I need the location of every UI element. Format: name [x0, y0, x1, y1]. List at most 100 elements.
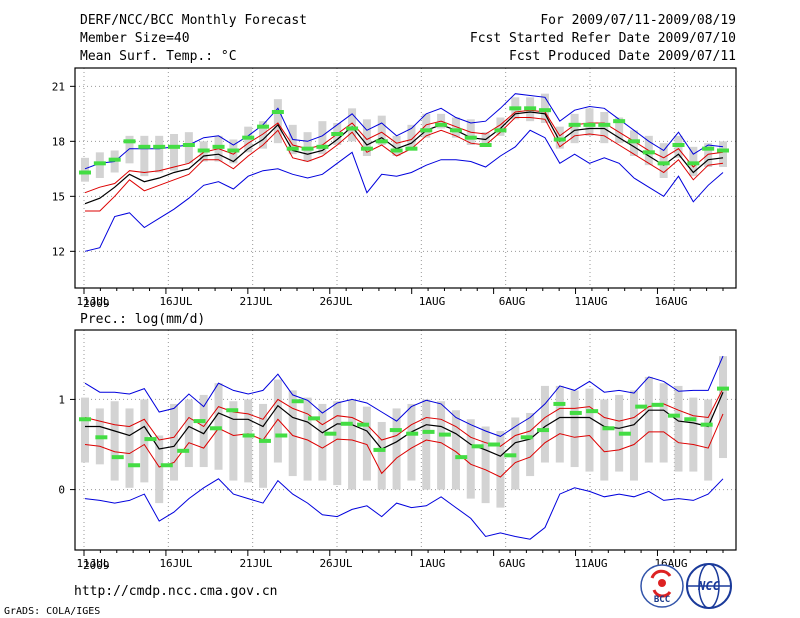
precipitation-x-tick-label: 16JUL: [159, 557, 192, 570]
temperature-observed-mark: [79, 170, 91, 175]
temperature-observed-mark: [182, 143, 195, 147]
precipitation-observed-mark: [389, 428, 402, 433]
temperature-x-tick-label: 16JUL: [159, 295, 192, 308]
precipitation-y-tick-label: 1: [58, 393, 65, 406]
temperature-x-tick-label: 11AUG: [574, 295, 607, 308]
precipitation-observed-mark: [373, 447, 386, 452]
temperature-spread-box: [704, 143, 713, 167]
precipitation-spread-box: [540, 385, 549, 463]
precipitation-x-tick-label: 1AUG: [419, 557, 446, 570]
temperature-line-mean: [84, 111, 724, 205]
precipitation-spread-box: [451, 410, 460, 490]
temperature-observed-mark: [538, 108, 551, 113]
precipitation-spread-box: [644, 376, 653, 463]
precipitation-observed-mark: [471, 444, 484, 449]
precipitation-line-upper-spread: [84, 388, 724, 447]
precipitation-observed-mark: [111, 455, 124, 460]
temperature-observed-mark: [524, 106, 537, 111]
temperature-observed-mark: [479, 143, 492, 147]
precipitation-observed-mark: [553, 401, 566, 406]
temperature-y-tick-label: 21: [52, 80, 65, 93]
precipitation-observed-mark: [602, 426, 615, 431]
temperature-observed-mark: [93, 161, 106, 166]
temperature-observed-mark: [494, 128, 507, 133]
precipitation-observed-mark: [586, 409, 599, 414]
temperature-observed-mark: [598, 122, 611, 127]
temperature-x-tick-label: 6AUG: [499, 295, 526, 308]
precipitation-observed-mark: [226, 408, 239, 413]
temperature-observed-mark: [464, 135, 477, 140]
temperature-spread-box: [273, 99, 282, 144]
precipitation-spread-box: [704, 399, 713, 481]
precipitation-spread-box: [125, 408, 134, 488]
temperature-observed-mark: [197, 148, 210, 153]
precipitation-observed-mark: [177, 448, 190, 453]
precipitation-observed-mark: [242, 433, 255, 438]
temperature-y-tick-label: 12: [52, 245, 65, 258]
precipitation-observed-mark: [275, 433, 288, 438]
precipitation-observed-mark: [144, 437, 157, 442]
temperature-spread-box: [140, 135, 149, 177]
temperature-spread-box: [615, 117, 624, 144]
precipitation-spread-box: [496, 430, 505, 508]
temperature-observed-mark: [227, 148, 240, 153]
precipitation-y-tick-label: 0: [58, 484, 65, 497]
temperature-observed-mark: [153, 144, 166, 149]
temperature-x-tick-label: 16AUG: [654, 295, 687, 308]
temperature-observed-mark: [257, 124, 270, 129]
temperature-observed-mark: [242, 135, 255, 140]
temperature-observed-mark: [346, 126, 359, 131]
temperature-observed-mark: [138, 144, 151, 149]
precipitation-observed-mark: [651, 402, 664, 407]
temperature-observed-mark: [123, 139, 136, 144]
precipitation-spread-box: [184, 399, 193, 468]
temperature-line-lower-spread: [85, 117, 724, 212]
temperature-x-tick-label: 1AUG: [419, 295, 446, 308]
precipitation-observed-mark: [635, 404, 648, 409]
temperature-spread-box: [377, 115, 386, 145]
precipitation-observed-mark: [422, 429, 435, 434]
precipitation-spread-box: [422, 399, 431, 490]
precipitation-spread-box: [674, 385, 683, 472]
precipitation-line-mean: [85, 391, 724, 457]
temperature-observed-mark: [702, 146, 715, 151]
precipitation-line-lower-spread: [84, 413, 724, 478]
precipitation-spread-box: [377, 421, 386, 490]
precipitation-x-tick-label: 6AUG: [499, 557, 526, 570]
precipitation-observed-mark: [95, 435, 108, 440]
temperature-observed-mark: [687, 161, 700, 166]
precipitation-spread-box: [199, 394, 208, 468]
precipitation-spread-box: [392, 408, 401, 490]
source-url: http://cmdp.ncc.cma.gov.cn: [74, 584, 278, 599]
precipitation-title: Prec.: log(mm/d): [80, 312, 205, 327]
precipitation-observed-mark: [504, 453, 517, 458]
temperature-observed-mark: [420, 128, 433, 133]
temperature-observed-mark: [212, 144, 225, 149]
precipitation-spread-box: [600, 399, 609, 481]
precipitation-spread-box: [629, 390, 638, 481]
precipitation-observed-mark: [618, 431, 631, 436]
precipitation-spread-box: [585, 388, 594, 472]
temperature-year-label: 2009: [83, 297, 110, 310]
precipitation-spread-box: [318, 403, 327, 481]
precipitation-observed-mark: [209, 426, 222, 431]
precipitation-x-tick-label: 21JUL: [239, 557, 272, 570]
temperature-spread-box: [407, 124, 416, 149]
precipitation-year-label: 2009: [83, 559, 110, 572]
precipitation-observed-mark: [717, 386, 729, 391]
temperature-spread-box: [318, 121, 327, 155]
temperature-x-tick-label: 21JUL: [239, 295, 272, 308]
temperature-observed-mark: [568, 122, 581, 127]
forecast-produced-date: Fcst Produced Date 2009/07/11: [509, 49, 736, 64]
precipitation-spread-box: [481, 426, 490, 504]
temperature-observed-mark: [405, 146, 418, 151]
temperature-panel: 12 15 18 21 11JUL 16JUL 21JUL 26JUL 1AUG 6AUG 11AU…: [52, 67, 737, 308]
precipitation-spread-box: [526, 412, 535, 477]
temperature-y-tick-label: 15: [52, 190, 65, 203]
forecast-started-date: Fcst Started Refer Date 2009/07/10: [470, 31, 736, 46]
temperature-spread-box: [125, 135, 134, 164]
precipitation-observed-mark: [193, 419, 206, 424]
precipitation-observed-mark: [537, 428, 550, 433]
temperature-spread-box: [170, 134, 179, 171]
